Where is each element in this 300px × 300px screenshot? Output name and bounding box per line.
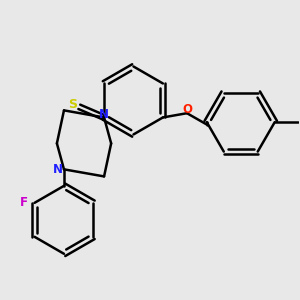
Text: S: S [68,98,77,111]
Text: F: F [20,196,28,209]
Text: O: O [182,103,192,116]
Text: N: N [99,108,109,121]
Text: N: N [53,163,63,176]
